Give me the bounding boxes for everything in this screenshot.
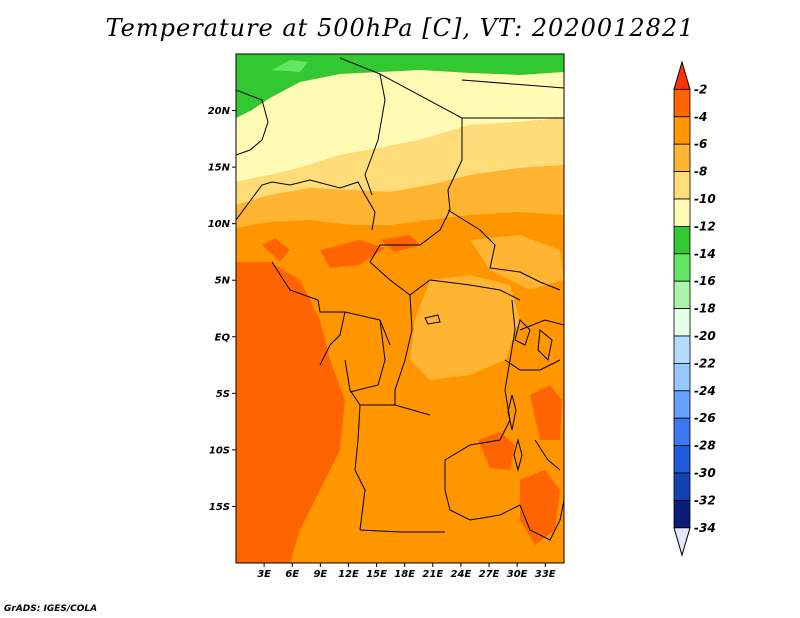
longitude-axis: 3E 6E 9E 12E 15E 18E 21E 24E 27E 30E 33E (257, 563, 556, 580)
colorbar-label: -30 (694, 466, 716, 480)
credit-text: GrADS: IGES/COLA (4, 604, 98, 614)
colorbar-swatch (673, 362, 691, 392)
lon-tick-label: 21E (422, 569, 443, 580)
lon-tick-label: 33E (535, 569, 556, 580)
colorbar-swatch (673, 171, 691, 200)
colorbar-label: -34 (694, 521, 716, 535)
lat-tick-label: 20N (208, 106, 231, 117)
colorbar-label: -20 (694, 329, 716, 343)
colorbar-label: -16 (694, 274, 716, 288)
lakes (424, 314, 553, 472)
colorbar-swatch (673, 472, 691, 501)
colorbar-label: -32 (694, 493, 716, 507)
colorbar-swatch (673, 225, 691, 255)
colorbar-label: -26 (694, 411, 716, 425)
latitude-axis: 20N 15N 10N 5N EQ 5S 10S 15S (208, 106, 236, 513)
lat-tick-label: 5S (216, 389, 230, 400)
colorbar-swatch (673, 308, 691, 337)
colorbar-swatch (673, 335, 691, 364)
colorbar-swatch (673, 499, 691, 529)
lon-tick-label: 12E (338, 569, 359, 580)
lon-tick-label: 30E (507, 569, 528, 580)
colorbar-label: -24 (694, 384, 716, 398)
lon-tick-label: 27E (479, 569, 500, 580)
colorbar-label: -8 (694, 165, 707, 179)
lon-tick-label: 9E (313, 569, 327, 580)
lon-tick-label: 6E (285, 569, 299, 580)
colorbar-swatch (673, 445, 691, 474)
lon-tick-label: 18E (394, 569, 415, 580)
colorbar: -2 -4 -6 -8 -10 -12 -14 -16 -18 -20 -22 -24 -26 -28 -3… (673, 60, 716, 557)
colorbar-swatch (673, 253, 691, 282)
colorbar-label: -18 (694, 302, 716, 316)
colorbar-swatch (673, 417, 691, 447)
lon-tick-label: 3E (257, 569, 271, 580)
colorbar-label: -2 (694, 82, 707, 96)
colorbar-label: -12 (694, 219, 716, 233)
colorbar-label: -14 (694, 247, 716, 261)
colorbar-label: -4 (694, 110, 707, 124)
colorbar-swatch (673, 280, 691, 310)
colorbar-swatch (673, 390, 691, 419)
lat-tick-label: 10N (208, 219, 231, 230)
colorbar-label: -10 (694, 192, 716, 206)
colorbar-label: -6 (694, 137, 707, 151)
colorbar-swatch (673, 116, 691, 145)
lat-tick-label: 5N (215, 276, 231, 287)
lon-tick-label: 24E (451, 569, 472, 580)
lat-tick-label: 10S (209, 445, 230, 456)
lat-tick-label: EQ (215, 332, 231, 343)
map-frame (235, 53, 565, 564)
colorbar-label: -22 (694, 356, 716, 370)
lat-tick-label: 15N (208, 163, 231, 174)
colorbar-swatch (673, 198, 691, 227)
colorbar-swatch (673, 89, 691, 118)
temperature-field (236, 54, 564, 563)
lon-tick-label: 15E (366, 569, 387, 580)
map-title: Temperature at 500hPa [C], VT: 202001282… (105, 14, 695, 42)
colorbar-swatch (673, 143, 691, 172)
colorbar-top-arrow (673, 60, 691, 90)
colorbar-label: -28 (694, 439, 716, 453)
colorbar-bottom-arrow (673, 527, 691, 557)
country-borders (236, 57, 564, 541)
lat-tick-label: 15S (209, 502, 230, 513)
